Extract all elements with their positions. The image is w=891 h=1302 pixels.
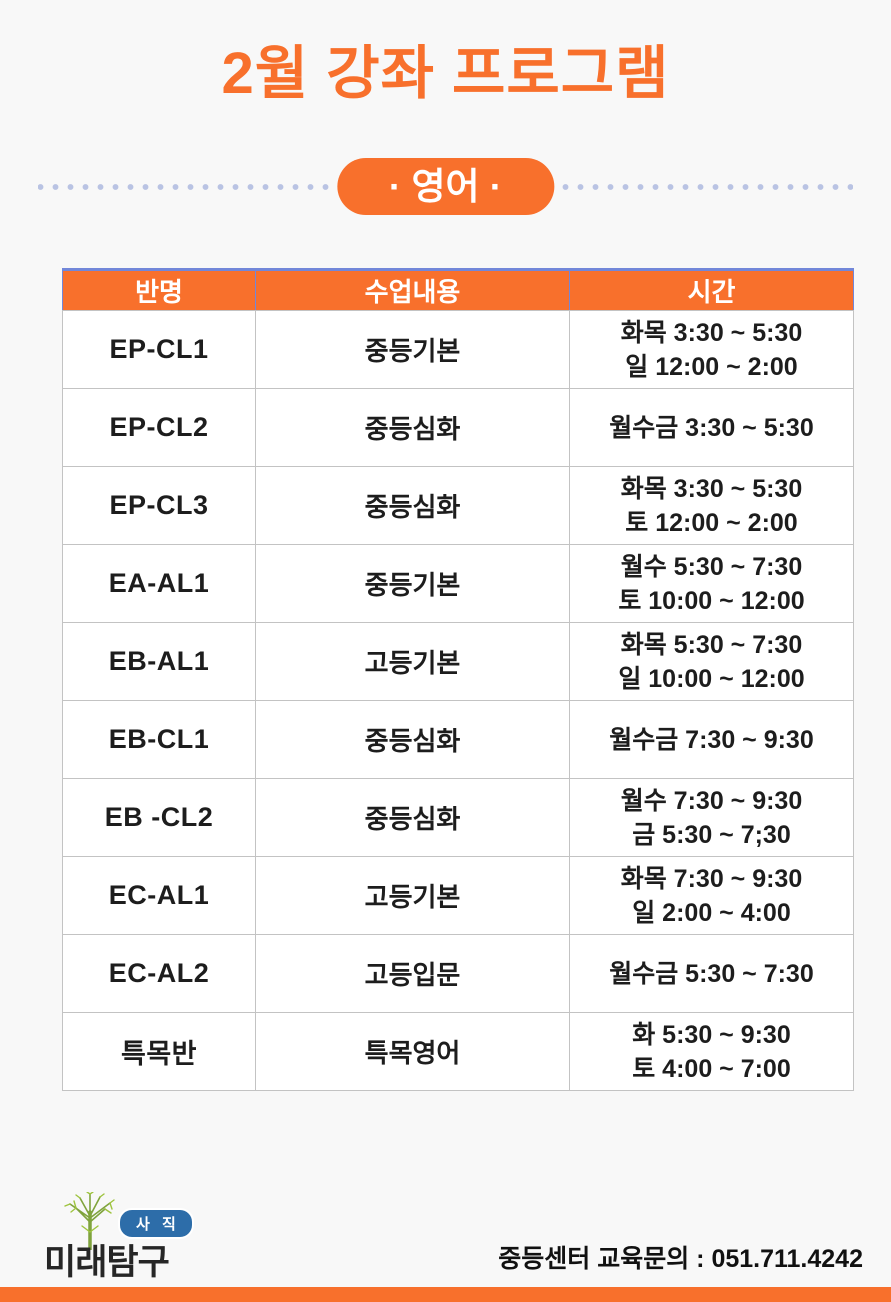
class-time-cell: 화목 3:30 ~ 5:30 일 12:00 ~ 2:00 [569, 310, 854, 389]
tree-icon [64, 1192, 115, 1250]
header-class-content: 수업내용 [255, 268, 570, 311]
class-content-cell: 중등심화 [255, 466, 570, 545]
class-name-cell: EB-CL1 [62, 700, 256, 779]
subject-divider: · 영어 · [0, 158, 891, 215]
table-row: EP-CL1 중등기본 화목 3:30 ~ 5:30 일 12:00 ~ 2:00 [62, 310, 854, 389]
class-name-cell: EP-CL3 [62, 466, 256, 545]
class-time-cell: 월수 7:30 ~ 9:30 금 5:30 ~ 7;30 [569, 778, 854, 857]
class-content-cell: 고등입문 [255, 934, 570, 1013]
footer-accent-bar [0, 1287, 891, 1302]
schedule-table: 반명 수업내용 시간 EP-CL1 중등기본 화목 3:30 ~ 5:30 일 1… [62, 268, 854, 1091]
subject-badge: · 영어 · [336, 158, 555, 215]
header-class-time: 시간 [569, 268, 854, 311]
table-row: EC-AL2 고등입문 월수금 5:30 ~ 7:30 [62, 934, 854, 1013]
class-time-cell: 월수금 3:30 ~ 5:30 [569, 388, 854, 467]
class-time-cell: 월수금 5:30 ~ 7:30 [569, 934, 854, 1013]
schedule-table-header-row: 반명 수업내용 시간 [62, 268, 854, 311]
table-row: EP-CL3 중등심화 화목 3:30 ~ 5:30 토 12:00 ~ 2:00 [62, 466, 854, 545]
class-time-cell: 화목 5:30 ~ 7:30 일 10:00 ~ 12:00 [569, 622, 854, 701]
table-row: EP-CL2 중등심화 월수금 3:30 ~ 5:30 [62, 388, 854, 467]
class-content-cell: 중등심화 [255, 700, 570, 779]
class-content-cell: 중등심화 [255, 388, 570, 467]
class-name-cell: EP-CL2 [62, 388, 256, 467]
class-content-cell: 중등기본 [255, 544, 570, 623]
class-time-cell: 월수 5:30 ~ 7:30 토 10:00 ~ 12:00 [569, 544, 854, 623]
class-name-cell: 특목반 [62, 1012, 256, 1091]
class-time-cell: 화목 3:30 ~ 5:30 토 12:00 ~ 2:00 [569, 466, 854, 545]
class-time-cell: 화목 7:30 ~ 9:30 일 2:00 ~ 4:00 [569, 856, 854, 935]
schedule-table-body: EP-CL1 중등기본 화목 3:30 ~ 5:30 일 12:00 ~ 2:00… [62, 310, 854, 1091]
table-row: EB-CL1 중등심화 월수금 7:30 ~ 9:30 [62, 700, 854, 779]
class-time-cell: 월수금 7:30 ~ 9:30 [569, 700, 854, 779]
class-name-cell: EB -CL2 [62, 778, 256, 857]
class-content-cell: 고등기본 [255, 856, 570, 935]
class-name-cell: EB-AL1 [62, 622, 256, 701]
class-name-cell: EA-AL1 [62, 544, 256, 623]
class-time-cell: 화 5:30 ~ 9:30 토 4:00 ~ 7:00 [569, 1012, 854, 1091]
class-content-cell: 특목영어 [255, 1012, 570, 1091]
table-row: EC-AL1 고등기본 화목 7:30 ~ 9:30 일 2:00 ~ 4:00 [62, 856, 854, 935]
academy-logo: 사 직 미래탐구 [44, 1192, 244, 1288]
table-row: 특목반 특목영어 화 5:30 ~ 9:30 토 4:00 ~ 7:00 [62, 1012, 854, 1091]
class-content-cell: 중등심화 [255, 778, 570, 857]
branch-badge: 사 직 [118, 1208, 194, 1239]
table-row: EB -CL2 중등심화 월수 7:30 ~ 9:30 금 5:30 ~ 7;30 [62, 778, 854, 857]
header-class-name: 반명 [62, 268, 256, 311]
table-row: EB-AL1 고등기본 화목 5:30 ~ 7:30 일 10:00 ~ 12:0… [62, 622, 854, 701]
class-content-cell: 중등기본 [255, 310, 570, 389]
class-name-cell: EP-CL1 [62, 310, 256, 389]
class-name-cell: EC-AL1 [62, 856, 256, 935]
page-title: 2월 강좌 프로그램 [221, 41, 670, 106]
contact-info: 중등센터 교육문의 : 051.711.4242 [498, 1245, 863, 1273]
table-row: EA-AL1 중등기본 월수 5:30 ~ 7:30 토 10:00 ~ 12:0… [62, 544, 854, 623]
class-content-cell: 고등기본 [255, 622, 570, 701]
class-name-cell: EC-AL2 [62, 934, 256, 1013]
